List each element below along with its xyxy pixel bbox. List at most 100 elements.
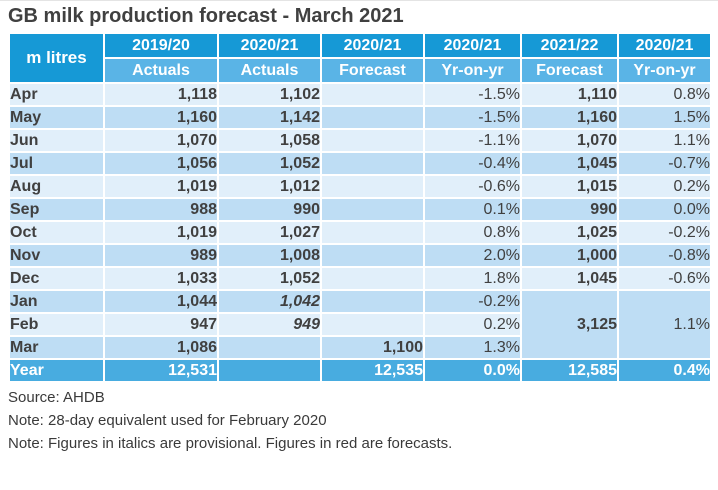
forecast-value-cell: 1,045 [520,151,619,176]
actual-value-cell: 1,160 [103,105,219,130]
row-label: Sep [8,197,105,222]
table-row-may: May 1,160 1,142 -1.5% 1,160 1.5% [8,105,712,130]
col-header-year-3: 2020/21 [320,32,425,59]
actual-value-cell: 1,027 [217,220,322,245]
actual-value-cell: 1,008 [217,243,322,268]
actual-value-cell [320,151,425,176]
table-row-mar: Mar 1,086 1,100 1.3% [8,335,711,360]
actual-value-cell: 947 [103,312,219,337]
actual-value-cell: 1,019 [103,220,219,245]
actual-value-cell: 1,142 [217,105,322,130]
table-row-feb: Feb 947 949 0.2% [8,312,711,337]
actual-value-cell [320,220,425,245]
actual-value-cell [217,358,322,383]
forecast-value-cell: 1,110 [520,82,619,107]
row-label: Year [8,358,105,383]
yoy-value-cell: -0.4% [423,151,522,176]
milk-production-table: m litres 2019/20 2020/21 2020/21 2020/21… [8,32,712,383]
col-header-year-6: 2020/21 [617,32,712,59]
col-header-type-1: Actuals [103,57,219,84]
actual-value-cell: 12,531 [103,358,219,383]
col-header-year-5: 2021/22 [520,32,619,59]
note-february-equivalent: Note: 28-day equivalent used for Februar… [8,412,327,429]
footer-notes: Source: AHDB Note: 28-day equivalent use… [8,386,718,455]
source-note: Source: AHDB [8,389,105,406]
actual-value-cell [320,82,425,107]
yoy-value-cell: 1.1% [617,128,712,153]
yoy-value-cell: 0.0% [423,358,522,383]
actual-value-cell [217,335,322,360]
yoy-value-cell: 1.3% [423,335,522,360]
actual-value-cell: 1,086 [103,335,219,360]
corner-header-m-litres: m litres [8,32,105,84]
actual-value-cell: 1,019 [103,174,219,199]
yoy-value-cell: -0.2% [617,220,712,245]
forecast-value-cell: 1,025 [520,220,619,245]
yoy-value-cell: 0.8% [617,82,712,107]
row-label: Feb [8,312,105,337]
note-italics-red-legend: Note: Figures in italics are provisional… [8,435,453,452]
col-header-type-5: Forecast [520,57,619,84]
table-row-jul: Jul 1,056 1,052 -0.4% 1,045 -0.7% [8,151,712,176]
actual-value-cell: 1,118 [103,82,219,107]
actual-value-cell [320,289,425,314]
row-label: Mar [8,335,105,360]
actual-value-cell: 12,535 [320,358,425,383]
table-row-nov: Nov 989 1,008 2.0% 1,000 -0.8% [8,243,712,268]
table-row-aug: Aug 1,019 1,012 -0.6% 1,015 0.2% [8,174,712,199]
actual-value-cell: 1,102 [217,82,322,107]
actual-value-cell [320,312,425,337]
forecast-value-cell: 1,160 [520,105,619,130]
col-header-type-2: Actuals [217,57,322,84]
actual-value-cell: 1,070 [103,128,219,153]
top-divider-line [0,0,718,1]
actual-value-cell [320,243,425,268]
actual-value-cell: 949 [217,312,322,337]
row-label: Nov [8,243,105,268]
actual-value-cell [320,174,425,199]
header-row-types: Actuals Actuals Forecast Yr-on-yr Foreca… [9,57,712,84]
yoy-value-cell: 0.2% [617,174,712,199]
yoy-value-cell: 0.0% [617,197,712,222]
table-row-oct: Oct 1,019 1,027 0.8% 1,025 -0.2% [8,220,712,245]
row-label: Dec [8,266,105,291]
col-header-year-4: 2020/21 [423,32,522,59]
col-header-type-6: Yr-on-yr [617,57,712,84]
yoy-value-cell: 1.1% [617,289,712,360]
table-body: Apr 1,118 1,102 -1.5% 1,110 0.8% May 1,160 1,142… [8,82,712,383]
actual-value-cell [320,105,425,130]
row-label: May [8,105,105,130]
actual-value-cell [320,266,425,291]
row-label: Aug [8,174,105,199]
yoy-value-cell: 0.1% [423,197,522,222]
col-header-year-2: 2020/21 [217,32,322,59]
actual-value-cell: 989 [103,243,219,268]
yoy-value-cell: -1.5% [423,82,522,107]
table-row-jan: Jan 1,044 1,042 -0.2% 3,125 1.1% [8,289,712,360]
yoy-value-cell: -0.6% [617,266,712,291]
yoy-value-cell: -1.5% [423,105,522,130]
forecast-value-cell: 1,015 [520,174,619,199]
actual-value-cell: 1,056 [103,151,219,176]
row-label: Oct [8,220,105,245]
yoy-value-cell: -0.2% [423,289,522,314]
forecast-value-cell: 1,045 [520,266,619,291]
actual-value-cell [320,128,425,153]
yoy-value-cell: 0.2% [423,312,522,337]
actual-value-cell: 1,042 [217,289,322,314]
table-row-jun: Jun 1,070 1,058 -1.1% 1,070 1.1% [8,128,712,153]
actual-value-cell: 1,044 [103,289,219,314]
actual-value-cell: 988 [103,197,219,222]
yoy-value-cell: -0.8% [617,243,712,268]
yoy-value-cell: 2.0% [423,243,522,268]
yoy-value-cell: 0.8% [423,220,522,245]
yoy-value-cell: -0.7% [617,151,712,176]
header-row-years: m litres 2019/20 2020/21 2020/21 2020/21… [8,32,712,84]
actual-value-cell: 1,052 [217,151,322,176]
row-label: Jan [8,289,105,314]
forecast-value-cell: 1,070 [520,128,619,153]
actual-value-cell: 1,052 [217,266,322,291]
actual-value-cell: 990 [217,197,322,222]
forecast-value-cell: 1,000 [520,243,619,268]
